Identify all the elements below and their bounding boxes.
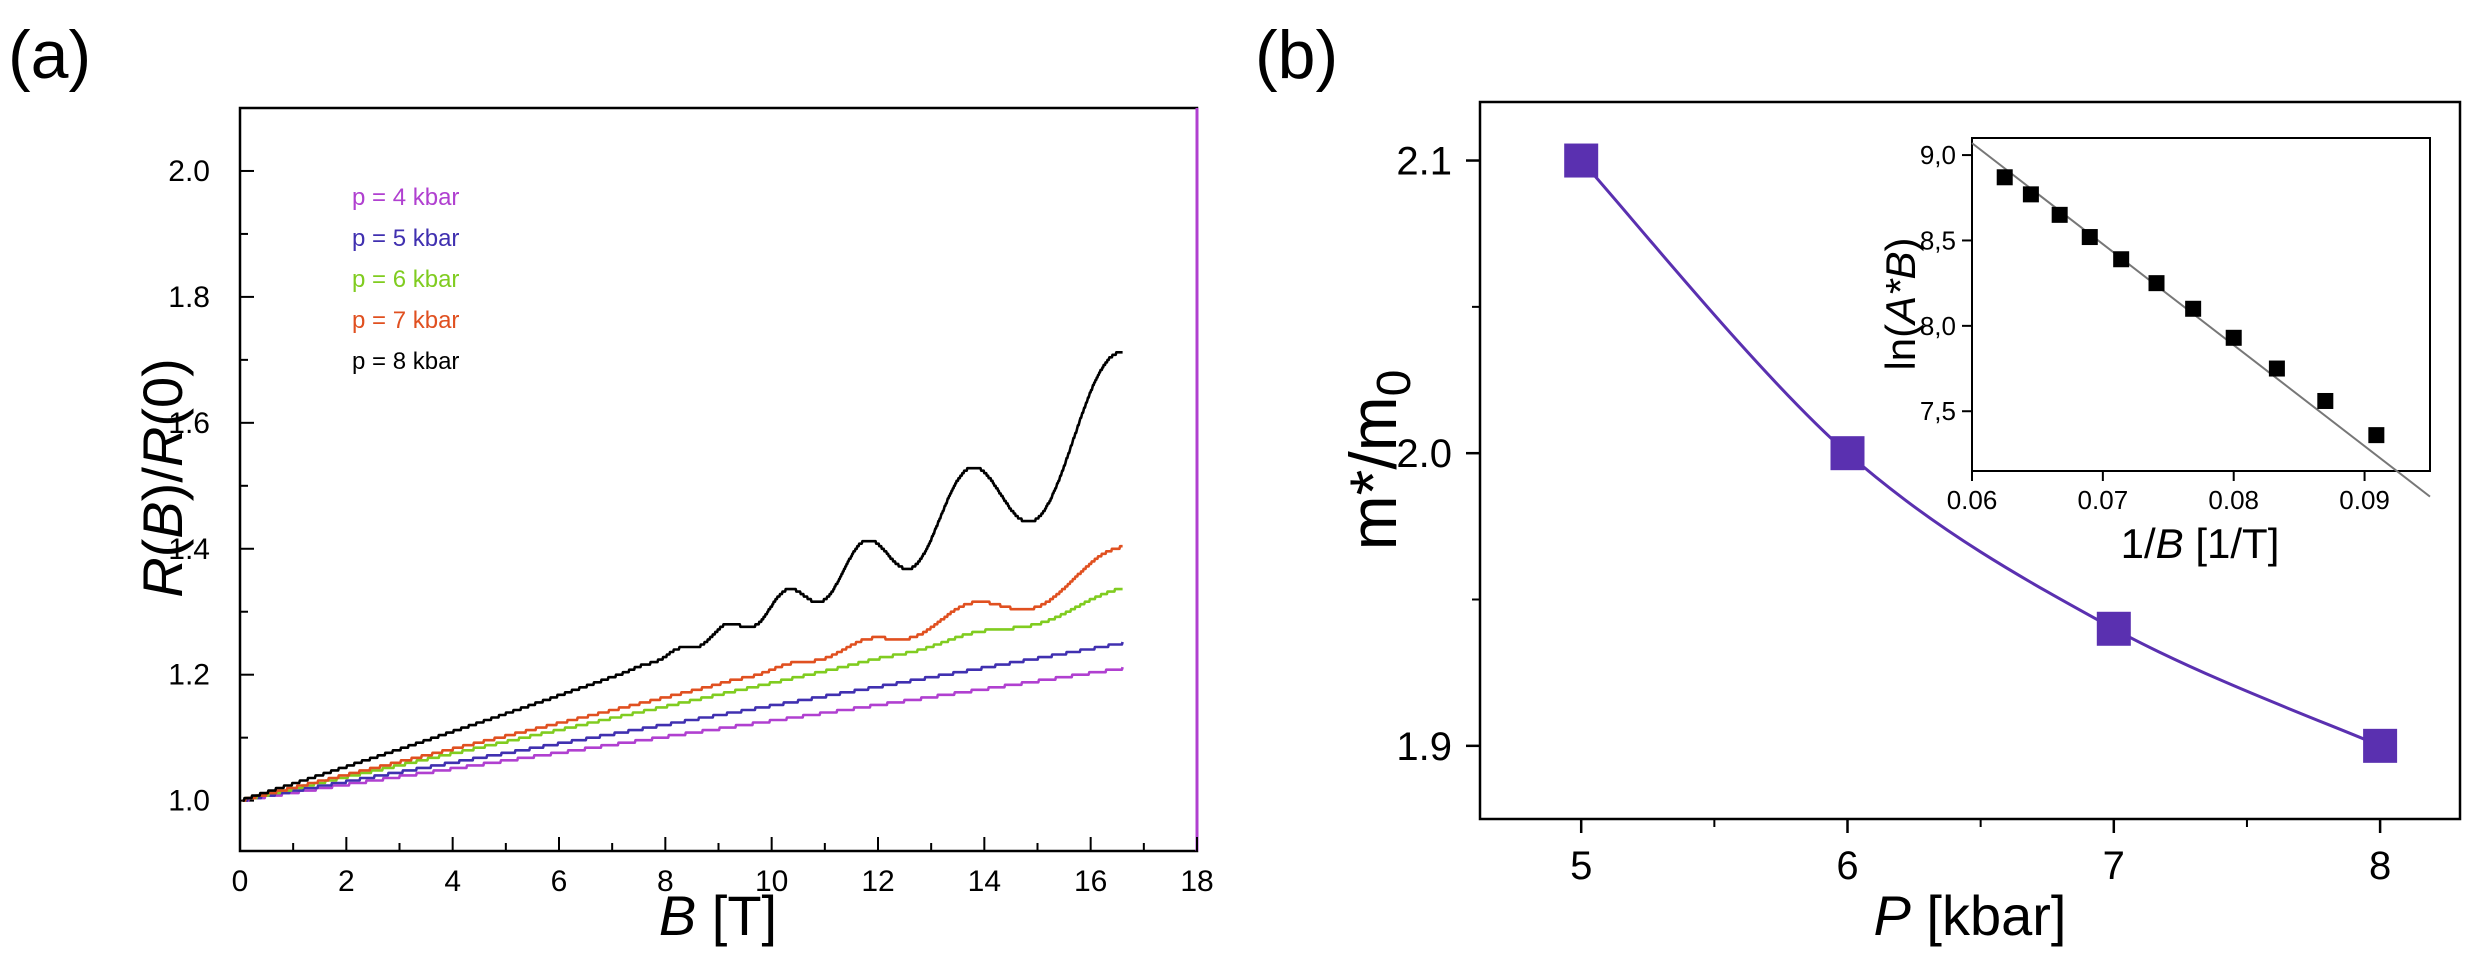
plot-a: 0 2 4 6 8 10 12 14 16 18 1.0 1.2 1.4 1.6 1.8 2.0 p = 4… <box>131 106 1214 947</box>
legend-entry: p = 8 kbar <box>352 348 459 375</box>
data-point-marker <box>1564 143 1599 178</box>
plot-b: 5 6 7 8 1.9 2.0 2.1 P [kbar] m*/m0 <box>1336 100 2462 947</box>
inset-data-point <box>2225 329 2242 346</box>
y-tick-label: 1.4 <box>168 533 210 566</box>
inset-data-point <box>2268 360 2285 377</box>
x-tick-label: 10 <box>755 865 788 898</box>
inset-data-point <box>2081 229 2098 246</box>
plot-b-y-ticks: 1.9 2.0 2.1 <box>1396 140 1480 769</box>
legend-entry: p = 6 kbar <box>352 266 459 293</box>
x-tick-label: 5 <box>1570 844 1592 888</box>
y-tick-label: 8,5 <box>1920 225 1956 255</box>
linear-fit-line <box>1971 142 2431 498</box>
x-tick-label: 4 <box>444 865 461 898</box>
plot-a-y-ticks: 1.0 1.2 1.4 1.6 1.8 2.0 <box>168 107 254 818</box>
y-tick-label: 2.1 <box>1396 140 1452 184</box>
series-line-5-kbar <box>242 641 1124 802</box>
plot-b-series <box>1564 143 2398 763</box>
y-tick-label: 1.0 <box>168 785 210 818</box>
mass-ratio-curve <box>1580 159 2381 748</box>
series-line-7-kbar <box>242 544 1124 802</box>
inset-x-ticks: 0.06 0.07 0.08 0.09 <box>1947 471 2390 515</box>
plot-a-frame <box>238 106 1199 853</box>
data-point-marker <box>2096 611 2131 646</box>
legend-entry: p = 5 kbar <box>352 225 459 252</box>
y-tick-label: 2.0 <box>168 155 210 188</box>
inset-data-point <box>2317 392 2334 409</box>
plot-b-x-ticks: 5 6 7 8 <box>1570 819 2391 888</box>
x-tick-label: 14 <box>968 865 1001 898</box>
x-tick-label: 0.07 <box>2078 485 2129 515</box>
inset-series <box>1971 142 2431 498</box>
inset-data-point <box>2368 427 2385 444</box>
inset-plot: 0.06 0.07 0.08 0.09 7,58,08,59,0 1/B [1/T] … <box>1877 137 2431 567</box>
plot-a-legend: p = 4 kbar p = 5 kbar p = 6 kbar p = 7 kbar… <box>352 184 459 375</box>
x-tick-label: 0.08 <box>2208 485 2259 515</box>
plot-b-frame <box>1478 100 2462 821</box>
x-tick-label: 8 <box>2369 844 2391 888</box>
x-tick-label: 0 <box>232 865 249 898</box>
x-tick-label: 0.06 <box>1947 485 1998 515</box>
y-tick-label: 1.8 <box>168 281 210 314</box>
inset-data-point <box>2185 300 2202 317</box>
inset-x-axis-label: 1/B [1/T] <box>2121 520 2280 567</box>
series-line-8-kbar <box>242 351 1124 802</box>
legend-entry: p = 4 kbar <box>352 184 459 211</box>
plot-b-x-axis-label: P [kbar] <box>1874 884 2067 947</box>
inset-y-axis-label: ln(A*B) <box>1877 237 1924 370</box>
x-tick-label: 18 <box>1180 865 1213 898</box>
plot-b-y-axis-label: m*/m0 <box>1336 370 1421 551</box>
inset-data-point <box>2113 251 2130 268</box>
x-tick-label: 6 <box>1836 844 1858 888</box>
y-tick-label: 1.6 <box>168 407 210 440</box>
inset-data-point <box>2148 275 2165 292</box>
inset-data-point <box>2022 186 2039 203</box>
series-line-4-kbar <box>242 666 1124 802</box>
data-point-marker <box>1830 436 1865 471</box>
legend-entry: p = 7 kbar <box>352 307 459 334</box>
y-tick-label: 2.0 <box>1396 432 1452 476</box>
plot-a-series <box>242 351 1124 802</box>
x-tick-label: 0.09 <box>2339 485 2390 515</box>
inset-y-ticks: 7,5 8,0 8,5 9,0 <box>1920 140 1972 426</box>
x-tick-label: 6 <box>551 865 568 898</box>
panel-a-label: (a) <box>8 17 91 93</box>
y-tick-label: 1.2 <box>168 659 210 692</box>
data-point-marker <box>2363 728 2398 763</box>
inset-data-point <box>2051 206 2068 223</box>
inset-data-point <box>1996 169 2013 186</box>
y-tick-label: 7,5 <box>1920 396 1956 426</box>
x-tick-label: 8 <box>657 865 674 898</box>
plot-a-y-axis-label: R(B)/R(0) <box>131 358 194 598</box>
y-tick-label: 8,0 <box>1920 311 1956 341</box>
series-line-6-kbar <box>242 587 1124 802</box>
plot-a-x-ticks: 0 2 4 6 8 10 12 14 16 18 <box>232 837 1214 898</box>
plot-a-x-axis-label: B [T] <box>659 884 777 947</box>
x-tick-label: 12 <box>861 865 894 898</box>
x-tick-label: 2 <box>338 865 355 898</box>
y-tick-label: 1.9 <box>1396 725 1452 769</box>
x-tick-label: 7 <box>2103 844 2125 888</box>
x-tick-label: 16 <box>1074 865 1107 898</box>
y-tick-label: 9,0 <box>1920 140 1956 170</box>
panel-b-label: (b) <box>1255 17 1338 93</box>
